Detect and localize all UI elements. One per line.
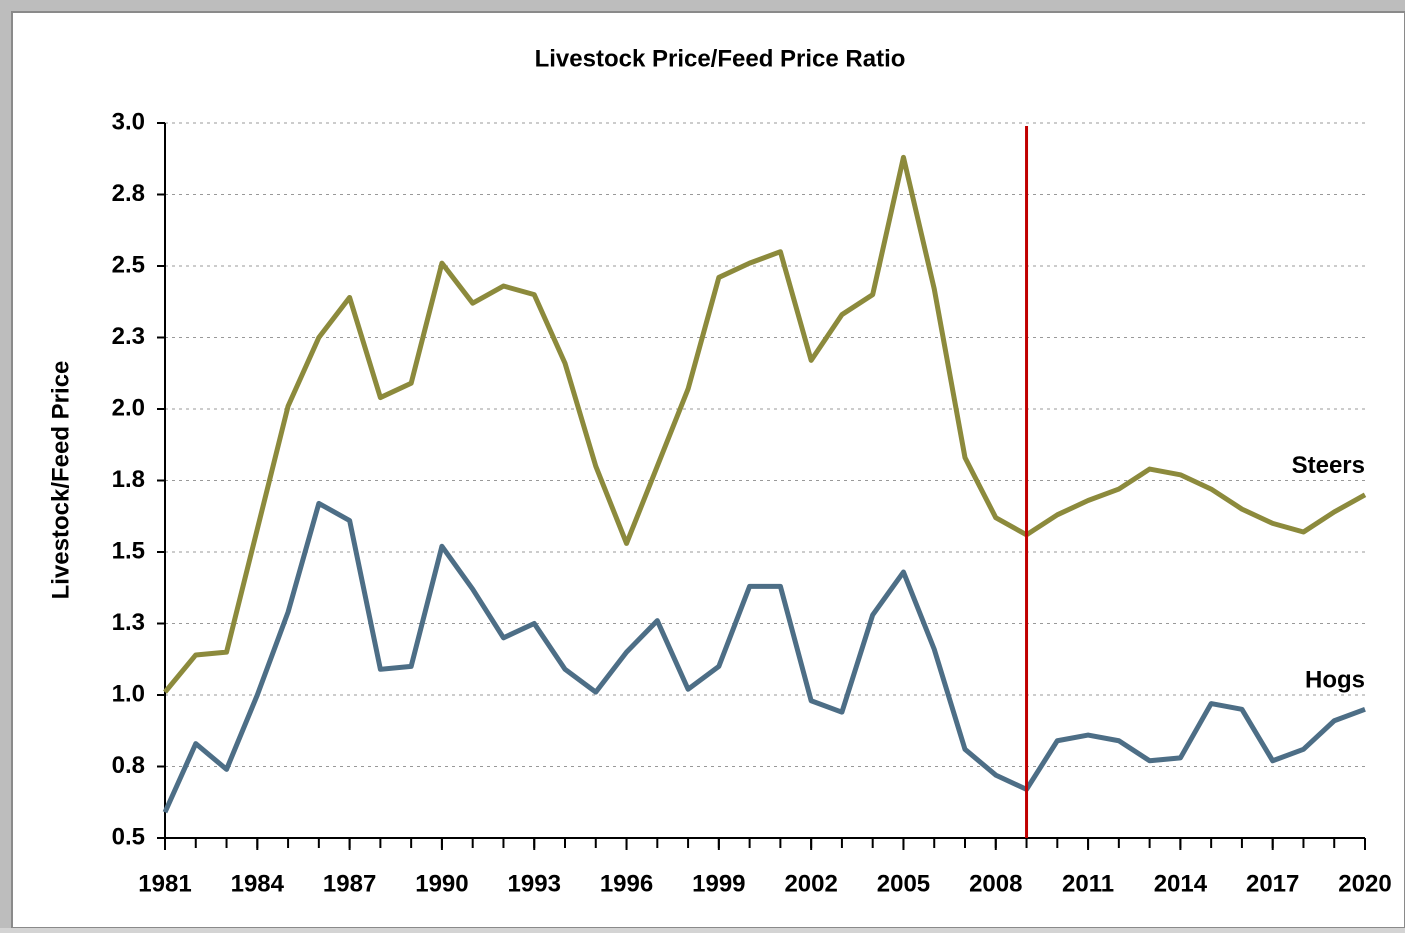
y-tick-label: 1.0 xyxy=(112,680,145,707)
x-tick-label: 1999 xyxy=(692,870,745,897)
y-tick-label: 0.8 xyxy=(112,752,145,779)
y-tick-label: 3.0 xyxy=(112,108,145,135)
y-tick-label: 2.8 xyxy=(112,180,145,207)
series-label: Hogs xyxy=(1305,667,1365,694)
series-line xyxy=(163,154,1367,694)
x-tick-label: 2011 xyxy=(1062,870,1114,897)
chart-title: Livestock Price/Feed Price Ratio xyxy=(535,45,906,72)
series-label: Steers xyxy=(1292,452,1365,479)
x-tick-label: 1996 xyxy=(600,870,653,897)
y-tick-label: 1.8 xyxy=(112,466,145,493)
y-tick-label: 2.5 xyxy=(112,251,145,278)
series-line xyxy=(162,500,1366,814)
y-tick-label: 1.5 xyxy=(112,537,145,564)
y-tick-label: 2.0 xyxy=(112,394,145,421)
chart-area xyxy=(11,11,1405,929)
y-tick-label: 2.3 xyxy=(112,323,145,350)
x-tick-label: 1981 xyxy=(138,870,191,897)
y-tick-label: 0.5 xyxy=(112,823,145,850)
x-tick-label: 1984 xyxy=(231,870,285,897)
x-tick-label: 1987 xyxy=(323,870,376,897)
x-tick-label: 2005 xyxy=(877,870,930,897)
x-tick-label: 2017 xyxy=(1246,870,1299,897)
x-tick-label: 2020 xyxy=(1338,870,1391,897)
x-tick-label: 2002 xyxy=(784,870,837,897)
y-tick-label: 1.3 xyxy=(112,609,145,636)
x-tick-label: 1993 xyxy=(508,870,561,897)
x-tick-label: 2008 xyxy=(969,870,1022,897)
x-tick-label: 1990 xyxy=(415,870,468,897)
x-tick-label: 2014 xyxy=(1154,870,1208,897)
y-axis-label: Livestock/Feed Price xyxy=(47,361,74,600)
